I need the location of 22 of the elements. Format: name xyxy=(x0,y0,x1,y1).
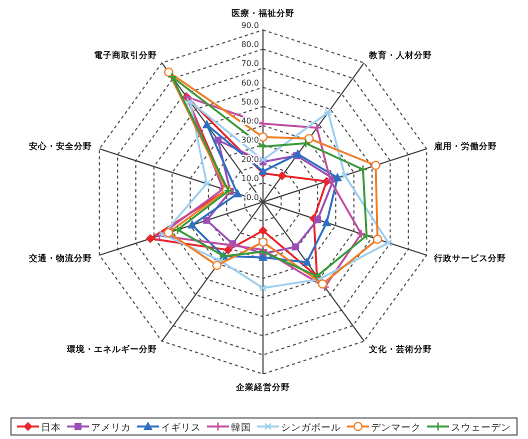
legend-label: シンガポール xyxy=(281,422,341,434)
spoke-label: 文化・芸術分野 xyxy=(368,344,432,356)
spoke-label: 企業経営分野 xyxy=(235,382,290,393)
y-tick-label: 80.0 xyxy=(241,40,259,50)
y-tick-label: 70.0 xyxy=(241,59,259,68)
spoke-label: 環境・エネルギー分野 xyxy=(66,344,158,356)
legend-label: イギリス xyxy=(161,422,201,434)
legend-label: 日本 xyxy=(41,422,61,434)
spoke-label: 教育・人材分野 xyxy=(368,48,432,61)
legend-label: アメリカ xyxy=(91,422,131,434)
legend-label: デンマーク xyxy=(371,422,421,434)
spoke-label: 安心・安全分野 xyxy=(28,140,92,152)
legend-label: 韓国 xyxy=(231,422,251,434)
y-tick-label: 60.0 xyxy=(241,78,259,88)
legend-label: スウェーデン xyxy=(451,422,511,434)
y-tick-label: 50.0 xyxy=(241,97,259,106)
spoke-label: 行政サービス分野 xyxy=(433,253,506,264)
spoke-label: 交通・物流分野 xyxy=(28,253,92,264)
spoke-label: 雇用・労働分野 xyxy=(433,140,498,152)
y-tick-label: 90.0 xyxy=(241,21,259,30)
spoke-label: 電子商取引分野 xyxy=(94,50,158,61)
spoke-label: 医療・福祉分野 xyxy=(232,8,294,19)
